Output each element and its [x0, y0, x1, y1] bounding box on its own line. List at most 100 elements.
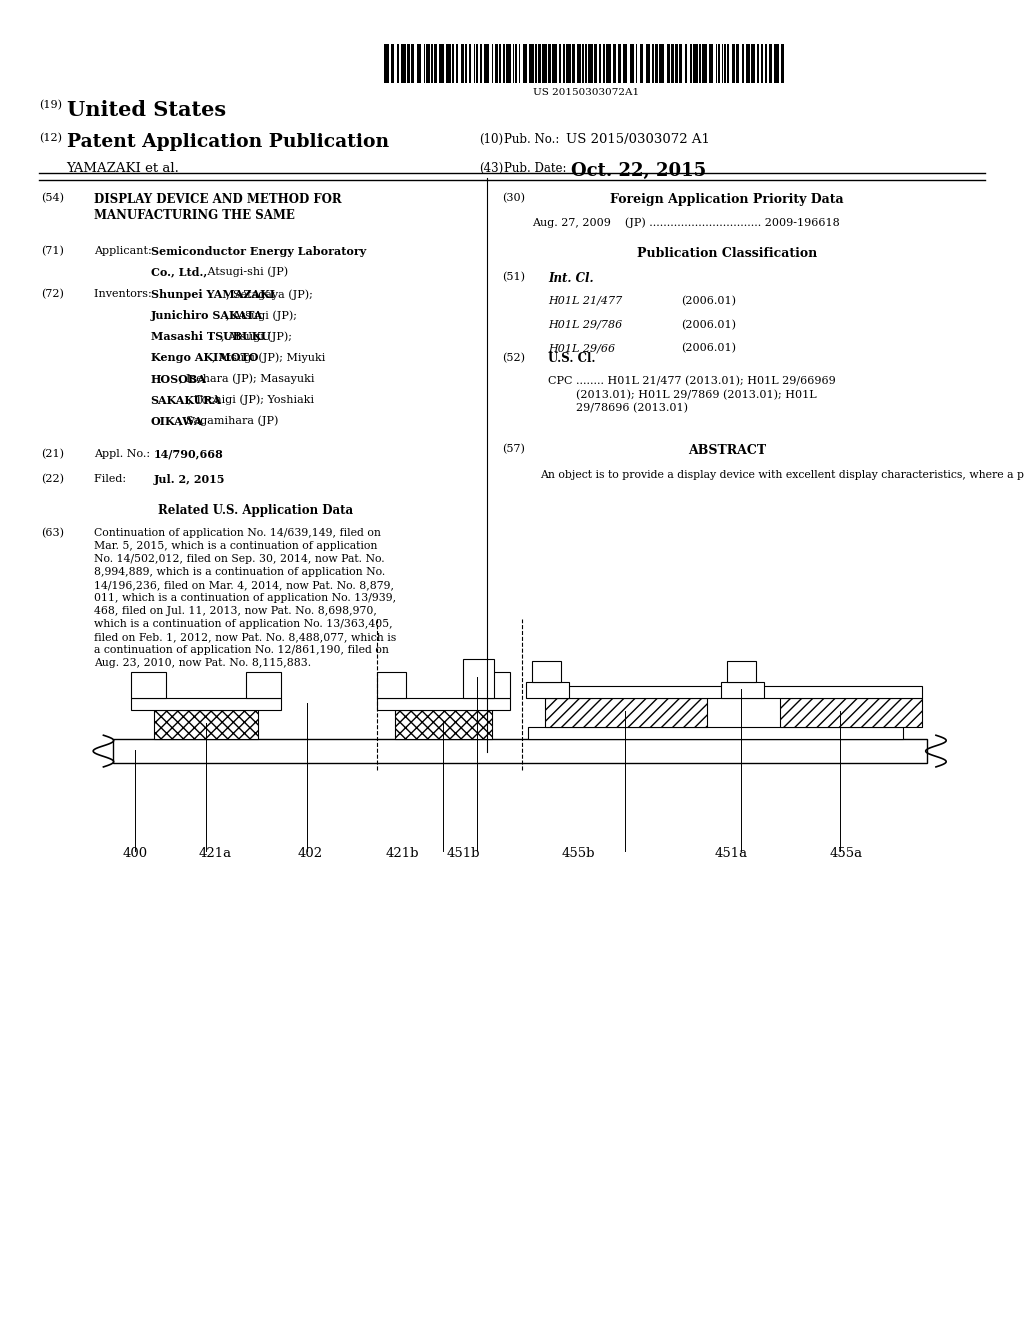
Bar — [736, 44, 739, 83]
Bar — [424, 44, 426, 83]
Text: Oct. 22, 2015: Oct. 22, 2015 — [571, 162, 707, 181]
Bar — [659, 44, 664, 83]
Bar — [721, 682, 764, 698]
Bar — [446, 44, 452, 83]
Text: (52): (52) — [502, 352, 524, 363]
Bar — [499, 44, 501, 83]
Bar — [606, 44, 610, 83]
Text: (57): (57) — [502, 444, 524, 454]
Bar — [395, 710, 492, 739]
Text: (10): (10) — [479, 133, 504, 147]
Bar — [417, 44, 422, 83]
Text: Jul. 2, 2015: Jul. 2, 2015 — [154, 474, 225, 484]
Text: 451b: 451b — [446, 847, 479, 861]
Text: (51): (51) — [502, 272, 524, 282]
Bar — [645, 44, 650, 83]
Text: Publication Classification: Publication Classification — [637, 247, 817, 260]
Bar — [613, 44, 616, 83]
Text: Semiconductor Energy Laboratory: Semiconductor Energy Laboratory — [151, 246, 366, 256]
Bar — [453, 44, 454, 83]
Bar — [377, 672, 406, 698]
Bar — [585, 44, 587, 83]
Text: Applicant:: Applicant: — [94, 246, 159, 256]
Text: H01L 29/786: H01L 29/786 — [548, 319, 623, 330]
Bar — [731, 44, 734, 83]
Text: Aug. 27, 2009    (JP) ................................ 2009-196618: Aug. 27, 2009 (JP) .....................… — [532, 218, 841, 228]
Bar — [131, 698, 281, 710]
Text: Shunpei YAMAZAKI: Shunpei YAMAZAKI — [151, 289, 274, 300]
Bar — [542, 44, 547, 83]
Bar — [654, 44, 657, 83]
Text: (19): (19) — [39, 100, 61, 111]
Bar — [675, 44, 678, 83]
Bar — [716, 44, 717, 83]
Bar — [476, 44, 478, 83]
Text: (22): (22) — [41, 474, 63, 484]
Bar — [439, 44, 444, 83]
Bar — [526, 682, 569, 698]
Bar — [598, 44, 600, 83]
Text: Junichiro SAKATA: Junichiro SAKATA — [151, 310, 263, 321]
Bar — [722, 44, 723, 83]
Bar — [630, 44, 634, 83]
Text: 400: 400 — [123, 847, 147, 861]
Text: 421b: 421b — [386, 847, 419, 861]
Text: 421a: 421a — [199, 847, 231, 861]
Bar — [474, 44, 475, 83]
Bar — [594, 44, 597, 83]
Bar — [667, 44, 670, 83]
Bar — [545, 698, 707, 727]
Bar — [603, 44, 605, 83]
Text: Pub. Date:: Pub. Date: — [504, 162, 566, 176]
Bar — [765, 44, 767, 83]
Bar — [761, 44, 763, 83]
Bar — [535, 44, 537, 83]
Bar — [727, 44, 729, 83]
Bar — [781, 44, 784, 83]
Text: CPC ........ H01L 21/477 (2013.01); H01L 29/66969
        (2013.01); H01L 29/786: CPC ........ H01L 21/477 (2013.01); H01L… — [548, 376, 836, 413]
Text: (21): (21) — [41, 449, 63, 459]
Text: (2006.01): (2006.01) — [681, 319, 736, 330]
Bar — [507, 44, 511, 83]
Bar — [518, 44, 520, 83]
Text: US 20150303072A1: US 20150303072A1 — [532, 88, 639, 98]
Bar — [698, 44, 700, 83]
Text: 402: 402 — [298, 847, 323, 861]
Bar — [481, 672, 510, 698]
Text: 455b: 455b — [562, 847, 595, 861]
Bar — [492, 44, 494, 83]
Bar — [515, 44, 517, 83]
Text: 14/790,668: 14/790,668 — [154, 449, 223, 459]
Bar — [391, 44, 394, 83]
Bar — [679, 44, 682, 83]
Bar — [246, 672, 281, 698]
Bar — [741, 44, 743, 83]
Bar — [528, 44, 534, 83]
Text: Inventors:: Inventors: — [94, 289, 156, 300]
Text: YAMAZAKI et al.: YAMAZAKI et al. — [67, 162, 179, 176]
Bar — [408, 44, 410, 83]
Text: Co., Ltd.,: Co., Ltd., — [151, 267, 207, 277]
Bar — [461, 44, 464, 83]
Bar — [572, 44, 575, 83]
Text: (30): (30) — [502, 193, 524, 203]
Bar — [528, 727, 903, 739]
Text: (63): (63) — [41, 528, 63, 539]
Bar — [463, 659, 494, 698]
Bar — [693, 44, 697, 83]
Text: Related U.S. Application Data: Related U.S. Application Data — [159, 504, 353, 517]
Bar — [154, 710, 258, 739]
Bar — [685, 44, 687, 83]
Text: Appl. No.:: Appl. No.: — [94, 449, 158, 459]
Text: , Atsugi (JP);: , Atsugi (JP); — [221, 331, 292, 342]
Bar — [397, 44, 399, 83]
Bar — [504, 44, 505, 83]
Text: H01L 21/477: H01L 21/477 — [548, 296, 623, 306]
Bar — [709, 44, 713, 83]
Text: Foreign Application Priority Data: Foreign Application Priority Data — [610, 193, 844, 206]
Text: OIKAWA: OIKAWA — [151, 416, 203, 426]
Bar — [671, 44, 674, 83]
Bar — [588, 44, 593, 83]
Bar — [640, 44, 643, 83]
Bar — [577, 44, 581, 83]
